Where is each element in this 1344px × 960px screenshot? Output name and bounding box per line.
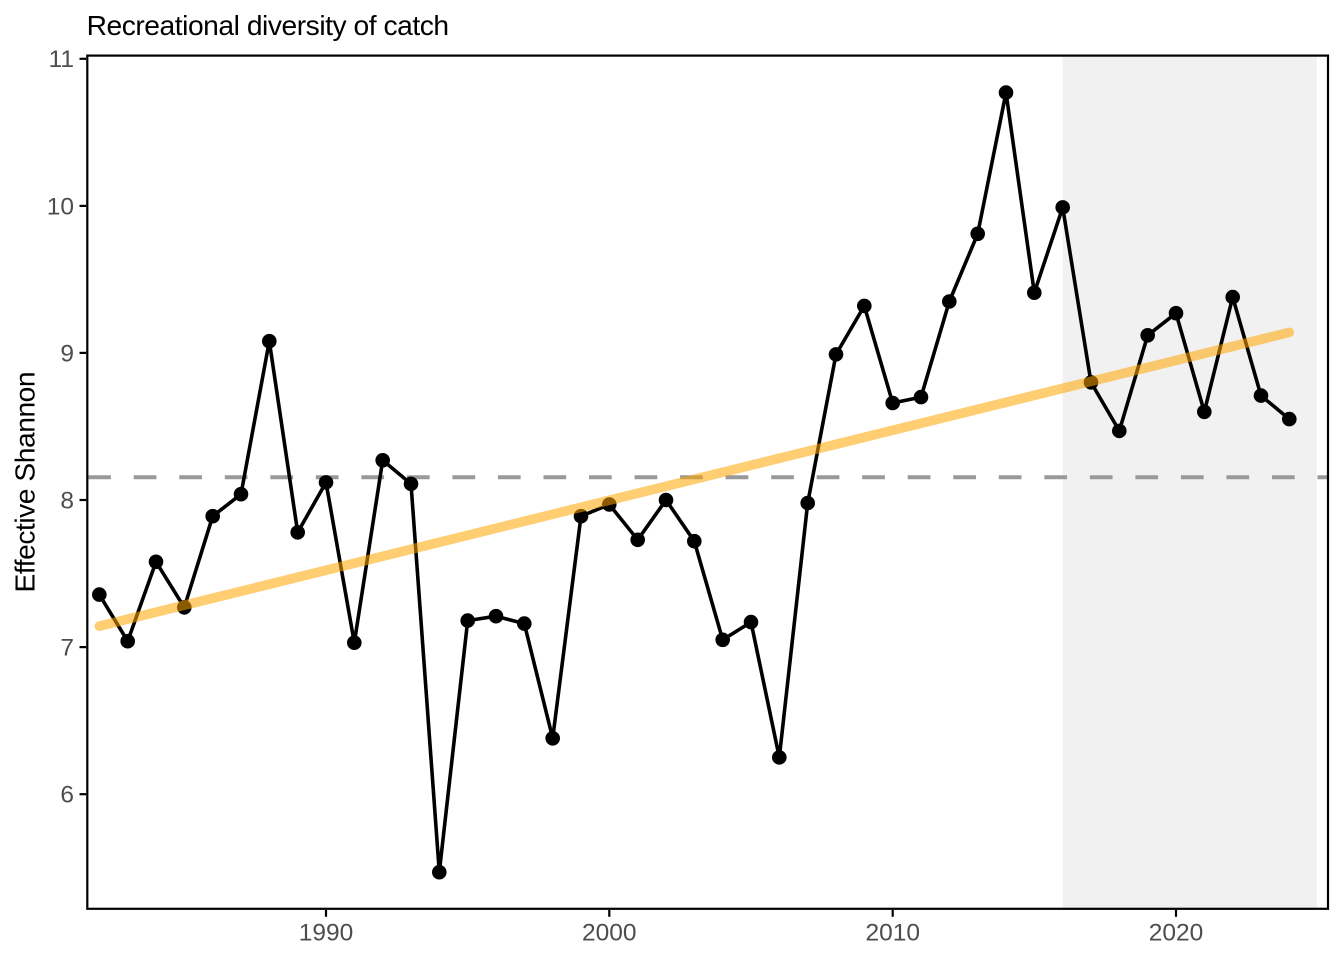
svg-text:11: 11 [49, 46, 74, 73]
svg-text:2000: 2000 [582, 919, 637, 946]
svg-text:2010: 2010 [865, 919, 920, 946]
svg-text:Recreational diversity of catc: Recreational diversity of catch [87, 9, 449, 41]
svg-text:Effective Shannon: Effective Shannon [9, 372, 41, 593]
svg-text:9: 9 [60, 340, 74, 367]
svg-text:7: 7 [60, 635, 74, 662]
svg-text:10: 10 [47, 193, 74, 220]
svg-text:2020: 2020 [1149, 919, 1204, 946]
svg-text:8: 8 [60, 487, 74, 514]
svg-text:6: 6 [60, 782, 74, 809]
svg-text:1990: 1990 [299, 919, 354, 946]
